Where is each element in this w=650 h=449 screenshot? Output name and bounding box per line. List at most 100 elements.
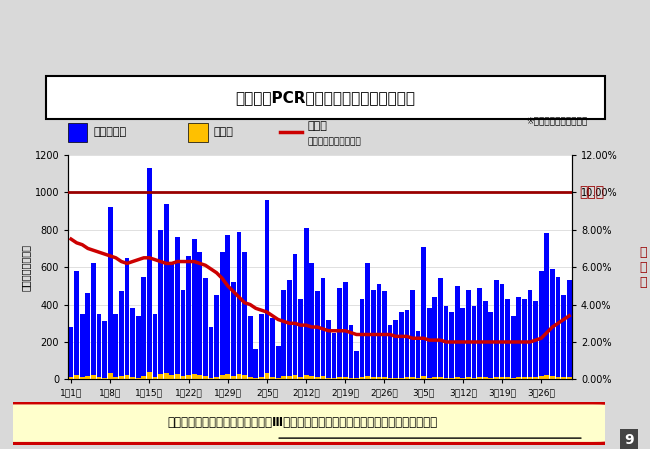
Bar (460, 378, 465, 379)
Bar (147, 372, 152, 379)
Bar (270, 377, 275, 379)
Bar (74, 271, 79, 379)
Bar (505, 299, 510, 379)
Bar (69, 327, 73, 379)
Bar (142, 277, 146, 379)
Bar (359, 377, 365, 379)
Bar (237, 232, 241, 379)
Bar (304, 375, 309, 379)
Bar (393, 320, 398, 379)
Bar (348, 325, 354, 379)
Bar (387, 378, 393, 379)
Bar (309, 376, 314, 379)
Bar (371, 290, 376, 379)
Bar (214, 377, 219, 379)
Bar (416, 378, 421, 379)
Bar (438, 278, 443, 379)
Bar (455, 286, 460, 379)
Bar (472, 378, 476, 379)
Bar (130, 377, 135, 379)
Bar (136, 378, 140, 379)
Bar (203, 278, 208, 379)
Bar (410, 377, 415, 379)
Bar (399, 378, 404, 379)
Bar (175, 237, 180, 379)
Bar (270, 318, 275, 379)
Bar (153, 314, 157, 379)
Bar (567, 377, 571, 379)
Bar (114, 377, 118, 379)
Bar (181, 376, 185, 379)
Bar (102, 378, 107, 379)
Bar (359, 299, 365, 379)
Bar (164, 203, 168, 379)
Bar (153, 377, 157, 379)
Bar (528, 290, 532, 379)
Bar (320, 376, 325, 379)
Bar (192, 239, 196, 379)
Bar (455, 377, 460, 379)
Bar (298, 299, 303, 379)
Text: 県検査件数: 県検査件数 (93, 127, 126, 137)
Bar (214, 295, 219, 379)
Bar (80, 314, 84, 379)
Bar (326, 320, 331, 379)
Bar (511, 316, 515, 379)
Bar (226, 235, 230, 379)
Bar (198, 252, 202, 379)
Bar (80, 377, 84, 379)
Bar (354, 351, 359, 379)
Bar (550, 376, 555, 379)
Text: 奈良県のPCR検査件数及び陽性率の推移: 奈良県のPCR検査件数及び陽性率の推移 (235, 90, 415, 105)
Bar (449, 378, 454, 379)
Bar (472, 306, 476, 379)
Bar (399, 312, 404, 379)
Bar (203, 376, 208, 379)
Bar (432, 297, 437, 379)
Bar (97, 314, 101, 379)
Bar (449, 312, 454, 379)
Bar (147, 168, 152, 379)
Bar (209, 327, 213, 379)
Bar (545, 375, 549, 379)
Bar (382, 377, 387, 379)
Bar (533, 377, 538, 379)
Bar (259, 314, 264, 379)
Bar (533, 301, 538, 379)
Bar (248, 377, 253, 379)
Bar (494, 377, 499, 379)
Bar (119, 376, 124, 379)
Bar (539, 271, 543, 379)
Bar (125, 258, 129, 379)
Bar (292, 375, 297, 379)
Bar (477, 377, 482, 379)
Bar (393, 378, 398, 379)
Bar (522, 299, 526, 379)
Bar (500, 377, 504, 379)
Bar (226, 374, 230, 379)
Bar (466, 377, 471, 379)
Bar (68, 123, 87, 142)
Bar (522, 377, 526, 379)
Bar (444, 378, 448, 379)
Bar (220, 375, 224, 379)
Bar (254, 378, 258, 379)
Bar (483, 377, 488, 379)
Bar (511, 378, 515, 379)
Bar (354, 378, 359, 379)
Bar (444, 306, 448, 379)
Bar (181, 290, 185, 379)
Bar (332, 333, 337, 379)
Bar (505, 377, 510, 379)
Y-axis label: 検査件数・陽性数: 検査件数・陽性数 (20, 244, 31, 291)
Bar (188, 123, 207, 142)
Bar (337, 288, 342, 379)
Text: 陽性数: 陽性数 (213, 127, 233, 137)
Bar (254, 349, 258, 379)
Bar (320, 278, 325, 379)
Bar (315, 291, 320, 379)
Bar (528, 377, 532, 379)
Bar (567, 280, 571, 379)
Bar (231, 376, 236, 379)
Bar (517, 377, 521, 379)
